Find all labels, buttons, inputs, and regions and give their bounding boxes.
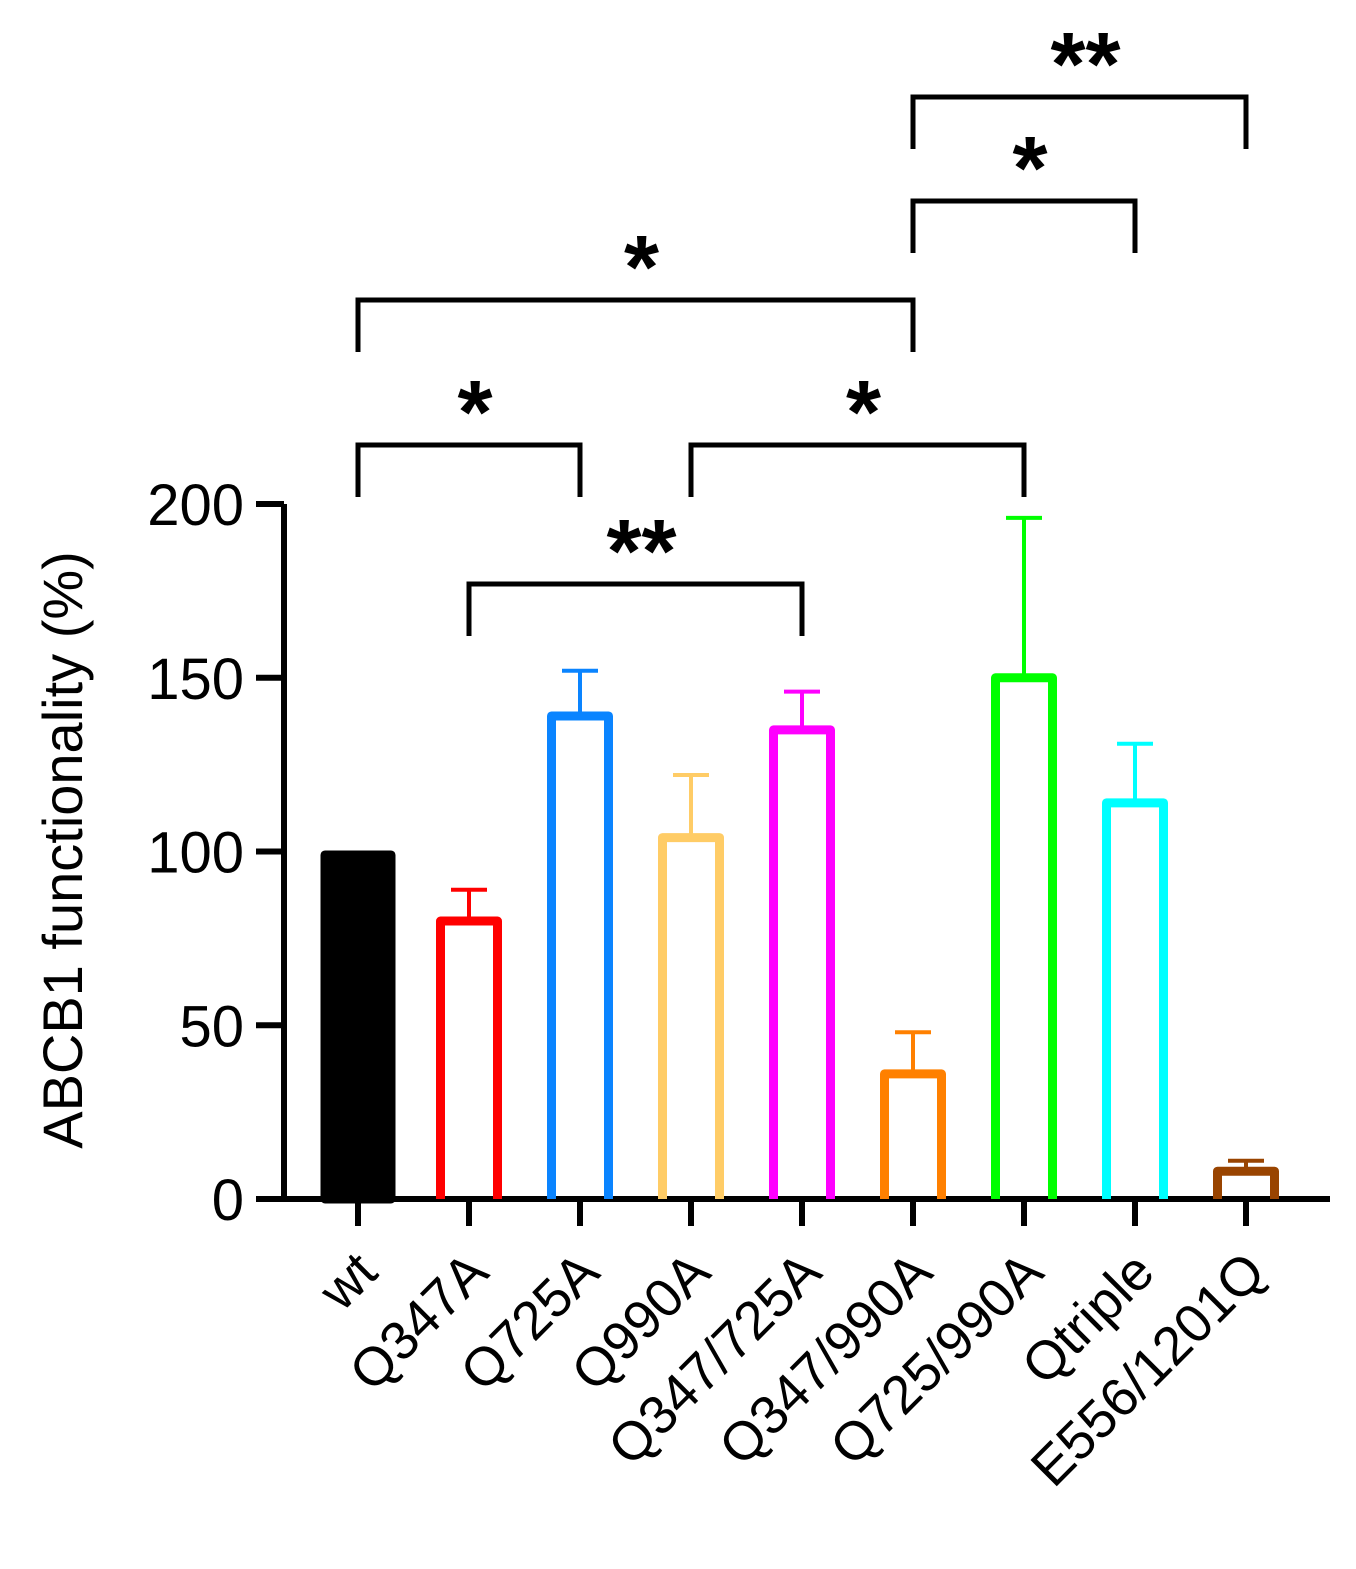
- significance-label: *: [1012, 119, 1047, 219]
- bar: [769, 725, 835, 1199]
- bar: [991, 673, 1057, 1199]
- bar: [880, 1069, 946, 1199]
- significance-label: *: [624, 218, 659, 318]
- y-tick-label: 50: [179, 994, 244, 1059]
- significance-label: **: [606, 502, 676, 602]
- bar: [658, 833, 724, 1199]
- bar: [320, 850, 396, 1204]
- y-tick-label: 200: [147, 473, 244, 538]
- significance-label: **: [1050, 15, 1120, 115]
- significance-bracket: [688, 442, 1027, 497]
- bar: [547, 711, 613, 1199]
- significance-bracket: [355, 442, 583, 497]
- bar: [436, 916, 502, 1199]
- significance-bracket: [910, 94, 1249, 149]
- bar: [1213, 1166, 1279, 1199]
- y-axis-label: ABCB1 functionality (%): [31, 551, 94, 1149]
- y-tick-label: 0: [212, 1168, 244, 1233]
- plot-area: 050100150200wtQ347AQ725AQ990AQ347/725AQ3…: [147, 15, 1330, 1498]
- bar: [1102, 798, 1168, 1199]
- x-category-label: wt: [307, 1241, 388, 1322]
- significance-label: *: [846, 363, 881, 463]
- y-tick-label: 150: [147, 647, 244, 712]
- significance-bracket: [466, 581, 805, 636]
- significance-bracket: [910, 198, 1138, 253]
- y-tick-label: 100: [147, 821, 244, 886]
- significance-bracket: [355, 297, 916, 352]
- significance-label: *: [457, 363, 492, 463]
